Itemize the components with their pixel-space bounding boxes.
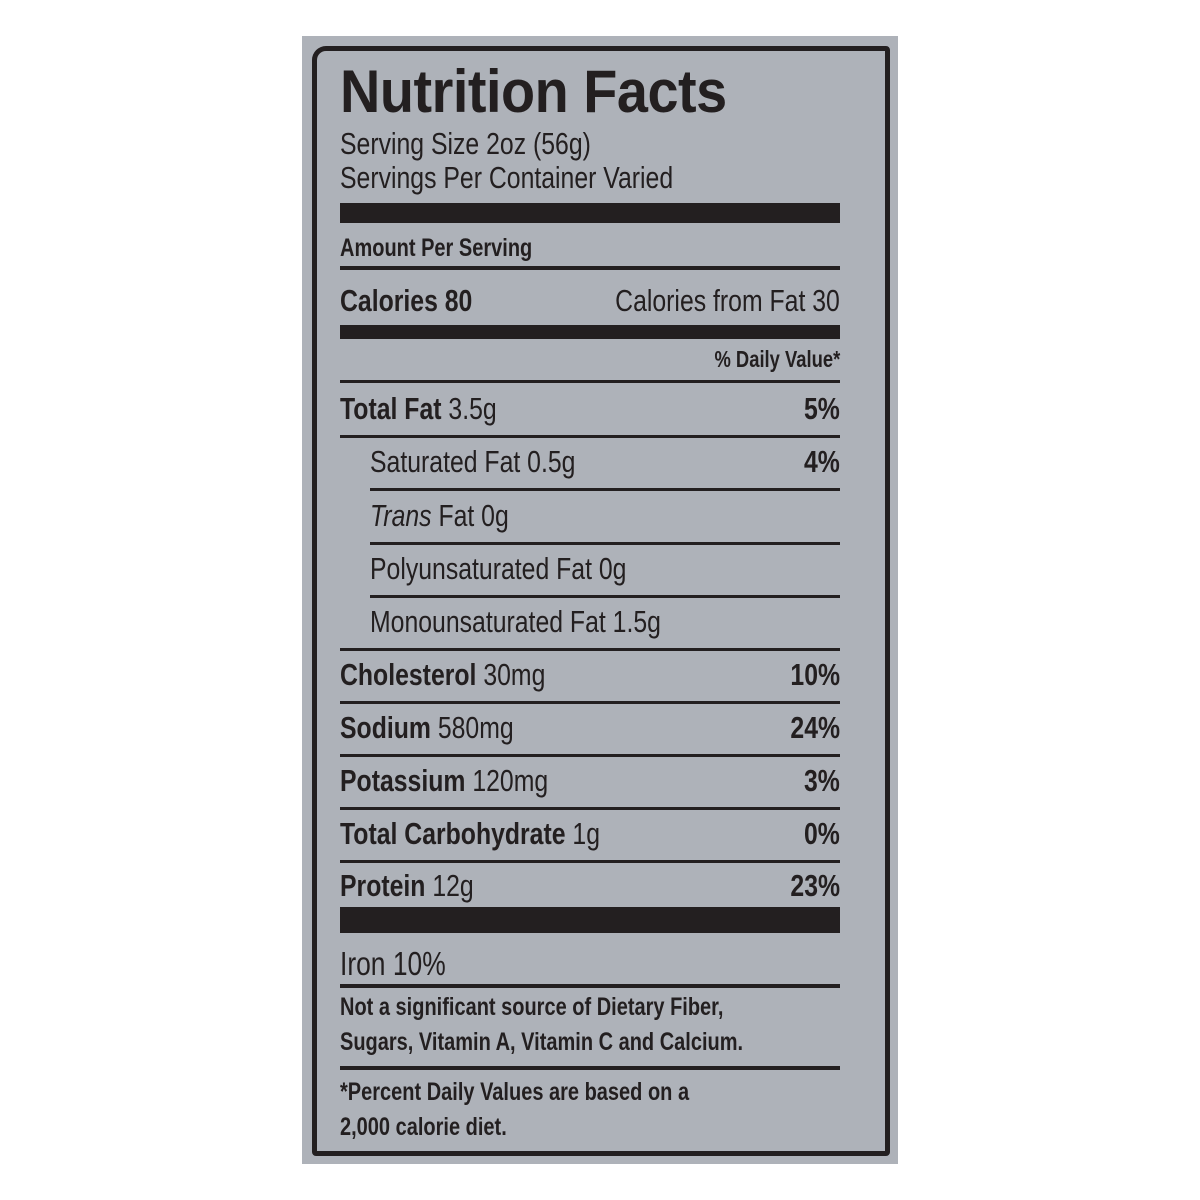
calories-from-fat: Calories from Fat 30 bbox=[615, 283, 840, 318]
nutrient-row: Trans Fat 0g bbox=[370, 500, 509, 531]
thick-divider bbox=[340, 325, 840, 339]
nutrient-amount: 0.5g bbox=[527, 444, 576, 479]
nutrient-daily-value: 4% bbox=[804, 444, 840, 479]
nutrient-name: Saturated Fat bbox=[370, 444, 521, 479]
label-title: Nutrition Facts bbox=[340, 58, 727, 125]
nutrient-daily-value: 5% bbox=[804, 391, 840, 426]
label-border bbox=[312, 46, 890, 1156]
nutrient-amount: 1.5g bbox=[612, 604, 661, 639]
nutrient-name: Cholesterol bbox=[340, 657, 477, 692]
nutrient-row: Potassium 120mg bbox=[340, 765, 548, 796]
divider bbox=[340, 984, 840, 988]
nutrient-row: Polyunsaturated Fat 0g bbox=[370, 553, 626, 584]
nutrient-row: Cholesterol 30mg bbox=[340, 659, 545, 690]
serving-size: Serving Size 2oz (56g) bbox=[340, 126, 591, 161]
calories: Calories 80 bbox=[340, 285, 472, 316]
nutrient-amount: 3.5g bbox=[448, 391, 497, 426]
divider bbox=[370, 542, 840, 545]
divider bbox=[340, 701, 840, 704]
nutrient-row: Total Carbohydrate 1g bbox=[340, 818, 600, 849]
divider bbox=[370, 595, 840, 598]
divider bbox=[370, 488, 840, 491]
nutrient-name: Total Carbohydrate bbox=[340, 816, 566, 851]
nutrient-amount: 12g bbox=[432, 868, 474, 903]
nutrient-name: Total Fat bbox=[340, 391, 442, 426]
nutrient-amount: 30mg bbox=[483, 657, 546, 692]
nutrient-row: Total Fat 3.5g bbox=[340, 393, 497, 424]
nutrient-row: Sodium 580mg bbox=[340, 712, 514, 743]
nutrient-daily-value: 0% bbox=[804, 816, 840, 851]
divider bbox=[340, 648, 840, 651]
nutrient-name: Protein bbox=[340, 868, 426, 903]
nutrient-row: Saturated Fat 0.5g bbox=[370, 446, 575, 477]
amount-per-serving: Amount Per Serving bbox=[340, 234, 533, 262]
nutrient-name: Monounsaturated Fat bbox=[370, 604, 606, 639]
nutrient-row: Protein 12g bbox=[340, 870, 474, 901]
divider bbox=[340, 380, 840, 383]
divider bbox=[340, 1066, 840, 1070]
divider bbox=[340, 435, 840, 438]
nutrient-row: Monounsaturated Fat 1.5g bbox=[370, 606, 661, 637]
footnote-line-2: 2,000 calorie diet. bbox=[340, 1113, 507, 1141]
nutrient-daily-value: 23% bbox=[790, 868, 840, 903]
nutrient-name: Polyunsaturated Fat bbox=[370, 551, 592, 586]
nutrient-amount: 120mg bbox=[472, 763, 549, 798]
divider bbox=[340, 860, 840, 863]
nutrient-daily-value: 24% bbox=[790, 710, 840, 745]
nutrient-daily-value: 10% bbox=[790, 657, 840, 692]
thick-divider bbox=[340, 907, 840, 933]
daily-value-header: % Daily Value* bbox=[714, 346, 840, 372]
note-line-1: Not a significant source of Dietary Fibe… bbox=[340, 993, 724, 1021]
servings-per-container: Servings Per Container Varied bbox=[340, 160, 674, 195]
nutrient-name: Potassium bbox=[340, 763, 466, 798]
thick-divider bbox=[340, 203, 840, 223]
nutrient-name: Trans bbox=[370, 498, 432, 533]
iron: Iron 10% bbox=[340, 945, 446, 982]
footnote-line-1: *Percent Daily Values are based on a bbox=[340, 1078, 690, 1106]
label-panel bbox=[302, 36, 898, 1164]
nutrient-daily-value: 3% bbox=[804, 763, 840, 798]
calories-value: Calories 80 bbox=[340, 283, 473, 318]
nutrient-amount: 0g bbox=[598, 551, 627, 586]
nutrient-name: Sodium bbox=[340, 710, 431, 745]
nutrient-amount: 1g bbox=[572, 816, 601, 851]
divider bbox=[340, 266, 840, 270]
note-line-2: Sugars, Vitamin A, Vitamin C and Calcium… bbox=[340, 1028, 744, 1056]
divider bbox=[340, 807, 840, 810]
divider bbox=[340, 754, 840, 757]
nutrient-amount: 580mg bbox=[437, 710, 514, 745]
nutrient-amount: Fat 0g bbox=[438, 498, 509, 533]
